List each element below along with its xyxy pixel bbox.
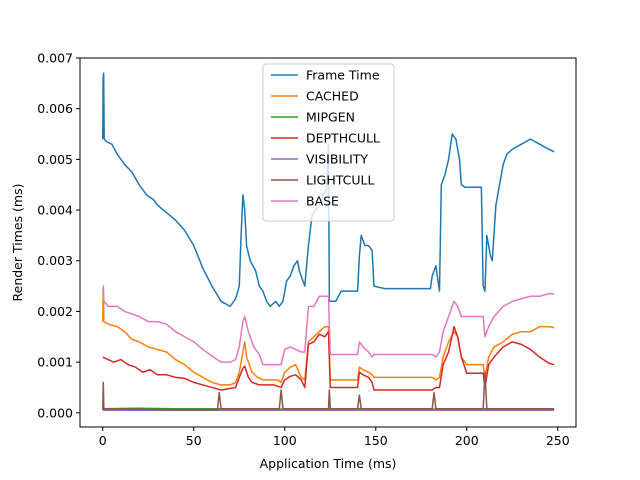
legend-label: MIPGEN <box>306 110 355 125</box>
legend-label: DEPTHCULL <box>306 131 380 146</box>
y-tick-label: 0.004 <box>37 203 73 218</box>
legend-label: VISIBILITY <box>306 152 368 167</box>
x-tick-label: 50 <box>186 433 202 448</box>
legend-label: LIGHTCULL <box>306 173 374 188</box>
x-axis-label: Application Time (ms) <box>260 456 397 471</box>
y-tick-label: 0.001 <box>37 355 73 370</box>
y-tick-label: 0.007 <box>37 51 73 66</box>
series-line-6 <box>102 285 555 366</box>
series-line-1 <box>102 285 555 386</box>
series-layer <box>102 72 555 412</box>
x-tick-label: 250 <box>546 433 570 448</box>
x-tick-label: 100 <box>273 433 297 448</box>
x-axis: 0 50 100 150 200 250 <box>99 427 570 448</box>
y-tick-label: 0.005 <box>37 152 73 167</box>
legend-label: BASE <box>306 194 339 209</box>
plot-frame <box>79 57 577 428</box>
legend: Frame Time CACHED MIPGEN DEPTHCULL VISIBILIT… <box>262 63 395 222</box>
series-line-3 <box>102 325 555 391</box>
x-tick-label: 150 <box>364 433 388 448</box>
legend-box <box>262 63 395 222</box>
y-axis-label: Render Times (ms) <box>10 184 25 302</box>
y-axis: 0.000 0.001 0.002 0.003 0.004 0.005 0.006 0.007 <box>37 51 80 420</box>
series-line-5 <box>102 371 555 411</box>
x-tick-label: 0 <box>99 433 107 448</box>
y-tick-label: 0.002 <box>37 304 73 319</box>
x-tick-label: 200 <box>455 433 479 448</box>
y-tick-label: 0.000 <box>37 405 73 420</box>
y-tick-label: 0.006 <box>37 101 73 116</box>
legend-label: CACHED <box>306 89 359 104</box>
y-tick-label: 0.003 <box>37 253 73 268</box>
legend-label: Frame Time <box>306 68 380 83</box>
